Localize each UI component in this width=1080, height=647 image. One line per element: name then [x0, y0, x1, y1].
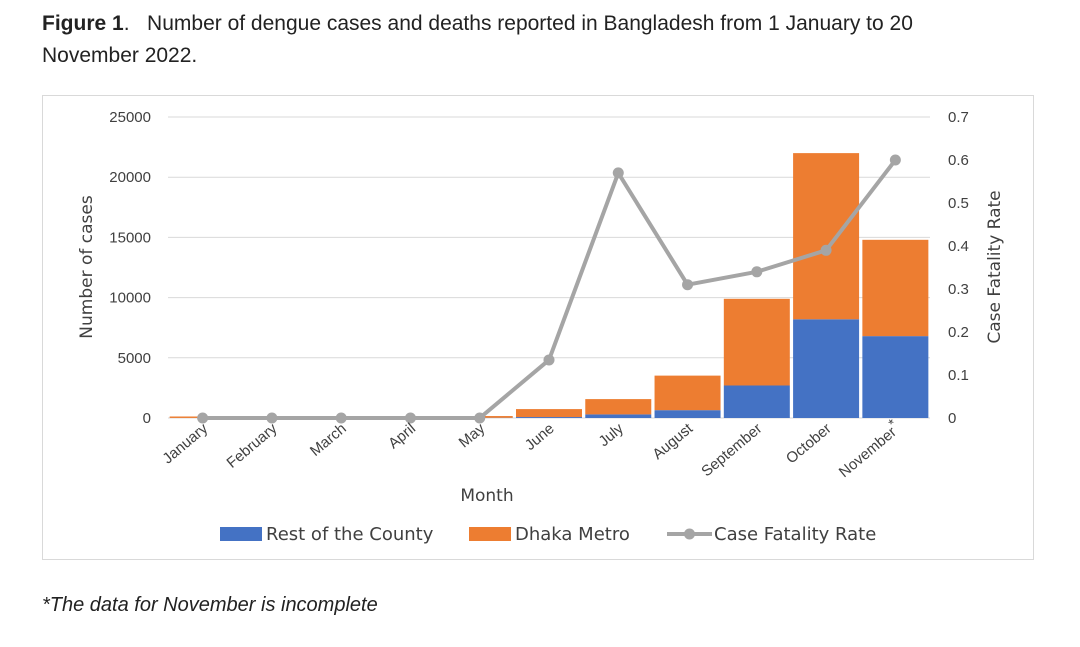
bar-rest-of-county	[793, 319, 860, 418]
caption-separator: .	[123, 12, 130, 35]
cfr-point	[266, 412, 278, 424]
bar-dhaka-metro	[654, 375, 721, 411]
x-tick-label: June	[522, 420, 558, 454]
cfr-point	[543, 354, 555, 366]
y-axis-ticks: 0 5000 10000 15000 20000 25000	[109, 109, 151, 427]
figure-caption: Figure 1. Number of dengue cases and dea…	[42, 8, 1002, 72]
y2-tick-label: 0.5	[948, 195, 969, 212]
bar-dhaka-metro	[723, 298, 790, 386]
y2-tick-label: 0.6	[948, 152, 969, 169]
cfr-point	[335, 412, 347, 424]
x-tick-label: January	[159, 420, 211, 468]
bar-dhaka-metro	[793, 153, 860, 320]
x-tick-label: August	[649, 420, 696, 464]
y-tick-label: 5000	[118, 350, 151, 367]
y2-tick-label: 0.2	[948, 324, 969, 341]
cfr-point	[474, 412, 486, 424]
y2-axis-title: Case Fatality Rate	[985, 190, 1005, 343]
x-tick-label: May	[456, 420, 489, 452]
figure-label: Figure 1	[42, 12, 124, 35]
legend-swatch-dhaka	[469, 527, 511, 541]
y-tick-label: 0	[143, 410, 151, 427]
x-tick-label: September	[698, 420, 765, 480]
bar-rest-of-county	[654, 410, 721, 418]
cfr-point	[751, 266, 763, 278]
y2-tick-label: 0.3	[948, 281, 969, 298]
cfr-point	[404, 412, 416, 424]
bar-rest-of-county	[723, 385, 790, 418]
bar-rest-of-county	[516, 417, 582, 418]
legend-swatch-rest	[220, 527, 262, 541]
x-tick-label: July	[595, 420, 627, 450]
bar-rest-of-county	[862, 336, 929, 418]
y-axis-title: Number of cases	[77, 195, 97, 339]
cfr-line	[197, 154, 901, 424]
bar-dhaka-metro	[585, 399, 652, 415]
bar-dhaka-metro	[862, 239, 929, 337]
x-tick-label: March	[307, 420, 350, 460]
cfr-line-path	[202, 158, 897, 420]
y-tick-label: 15000	[109, 229, 151, 246]
cfr-point	[889, 154, 901, 166]
y2-tick-label: 0	[948, 410, 956, 427]
y2-tick-label: 0.7	[948, 109, 969, 126]
x-tick-label: February	[224, 420, 281, 472]
y-tick-label: 20000	[109, 169, 151, 186]
bar-dhaka-metro	[516, 409, 582, 418]
y-tick-label: 25000	[109, 109, 151, 126]
x-tick-label: April	[385, 420, 419, 452]
caption-text: Number of dengue cases and deaths report…	[42, 12, 913, 67]
legend: Rest of the County Dhaka Metro Case Fatali…	[220, 524, 876, 545]
x-tick-label: November*	[832, 415, 904, 481]
bars	[169, 153, 929, 418]
cfr-point	[820, 244, 832, 256]
footnote: *The data for November is incomplete	[42, 594, 378, 616]
y2-tick-label: 0.1	[948, 367, 969, 384]
bar-rest-of-county	[585, 414, 652, 418]
legend-label-rest: Rest of the County	[266, 524, 434, 545]
y2-tick-label: 0.4	[948, 238, 969, 255]
x-tick-label: October	[783, 420, 835, 467]
cfr-point	[197, 412, 209, 424]
x-axis-ticks: January February March April May June July Augu…	[159, 415, 904, 481]
cfr-point	[612, 167, 624, 179]
y-tick-label: 10000	[109, 290, 151, 307]
x-axis-title: Month	[460, 486, 513, 506]
legend-label-cfr: Case Fatality Rate	[714, 524, 876, 545]
chart-frame	[42, 95, 1034, 560]
legend-swatch-cfr-point	[684, 528, 695, 540]
legend-label-dhaka: Dhaka Metro	[515, 524, 630, 545]
cfr-point	[682, 279, 694, 291]
y2-axis-ticks: 0 0.1 0.2 0.3 0.4 0.5 0.6 0.7	[948, 109, 969, 427]
